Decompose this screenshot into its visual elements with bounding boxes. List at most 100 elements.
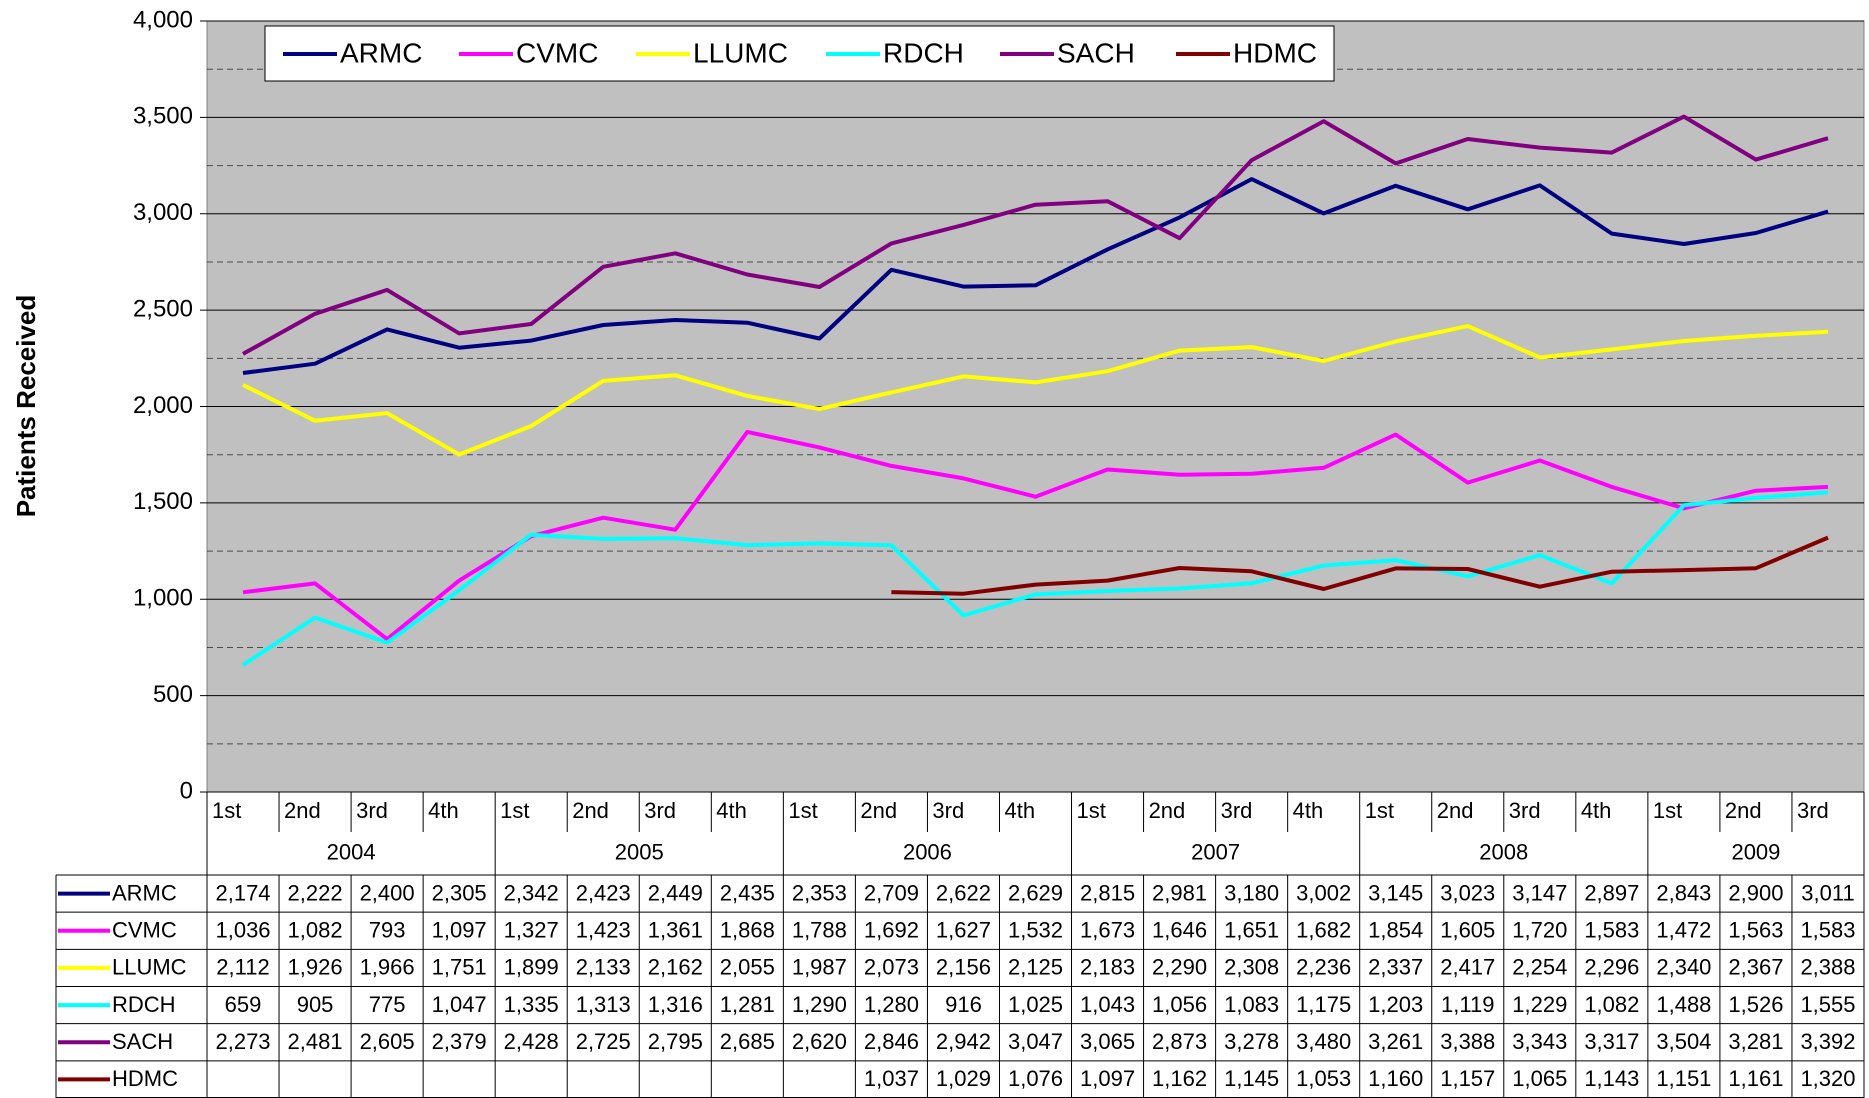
table-value: 2,133: [576, 955, 631, 980]
table-value: 2,449: [648, 880, 703, 905]
table-value: 2,709: [864, 880, 919, 905]
table-value: 1,097: [432, 918, 487, 943]
table-value: 2,254: [1512, 955, 1567, 980]
x-tick-label: 2nd: [284, 798, 321, 823]
y-tick-label: 4,000: [133, 6, 193, 33]
table-value: 3,504: [1656, 1029, 1711, 1054]
table-value: 2,873: [1152, 1029, 1207, 1054]
table-value: 1,036: [215, 918, 270, 943]
table-value: 1,082: [288, 918, 343, 943]
table-value: 3,281: [1728, 1029, 1783, 1054]
table-value: 1,472: [1656, 918, 1711, 943]
table-value: 3,392: [1800, 1029, 1855, 1054]
table-value: 1,526: [1728, 992, 1783, 1017]
x-group-label: 2006: [903, 839, 952, 864]
x-tick-label: 3rd: [356, 798, 388, 823]
table-value: 3,023: [1440, 880, 1495, 905]
x-tick-label: 4th: [1293, 798, 1324, 823]
table-value: 2,388: [1800, 955, 1855, 980]
x-tick-label: 2nd: [1437, 798, 1474, 823]
table-value: 3,147: [1512, 880, 1567, 905]
table-value: 1,651: [1224, 918, 1279, 943]
table-value: 2,620: [792, 1029, 847, 1054]
table-value: 3,145: [1368, 880, 1423, 905]
table-value: 3,180: [1224, 880, 1279, 905]
table-value: 3,047: [1008, 1029, 1063, 1054]
table-value: 659: [225, 992, 262, 1017]
series-line: [242, 114, 1829, 356]
x-tick-label: 3rd: [1221, 798, 1253, 823]
legend-label: SACH: [1057, 37, 1135, 68]
table-value: 1,083: [1224, 992, 1279, 1017]
series-line: [891, 535, 1829, 596]
table-value: 2,379: [432, 1029, 487, 1054]
table-value: 3,317: [1584, 1029, 1639, 1054]
table-value: 3,065: [1080, 1029, 1135, 1054]
x-tick-label: 2nd: [1149, 798, 1186, 823]
table-value: 3,002: [1296, 880, 1351, 905]
table-value: 3,011: [1801, 880, 1854, 905]
x-tick-label: 2nd: [1725, 798, 1762, 823]
table-value: 1,029: [936, 1066, 991, 1091]
table-value: 793: [369, 918, 406, 943]
x-tick-label: 1st: [1077, 798, 1106, 823]
x-group-label: 2007: [1191, 839, 1240, 864]
table-value: 1,047: [432, 992, 487, 1017]
table-value: 3,343: [1512, 1029, 1567, 1054]
y-tick-label: 1,000: [133, 585, 193, 612]
table-value: 1,160: [1368, 1066, 1423, 1091]
y-tick-label: 1,500: [133, 488, 193, 515]
table-value: 1,868: [720, 918, 775, 943]
table-value: 2,353: [792, 880, 847, 905]
table-value: 1,423: [576, 918, 631, 943]
table-value: 1,488: [1656, 992, 1711, 1017]
table-value: 2,183: [1080, 955, 1135, 980]
x-tick-label: 1st: [1365, 798, 1394, 823]
table-value: 1,143: [1584, 1066, 1639, 1091]
table-value: 1,313: [576, 992, 631, 1017]
legend-label: CVMC: [516, 37, 598, 68]
table-value: 1,751: [432, 955, 487, 980]
table-value: 1,065: [1512, 1066, 1567, 1091]
table-value: 1,327: [504, 918, 559, 943]
table-value: 1,082: [1584, 992, 1639, 1017]
table-value: 2,846: [864, 1029, 919, 1054]
table-value: 2,337: [1368, 955, 1423, 980]
table-value: 1,555: [1800, 992, 1855, 1017]
table-value: 1,161: [1728, 1066, 1783, 1091]
table-value: 2,273: [215, 1029, 270, 1054]
table-value: 1,335: [504, 992, 559, 1017]
y-axis-label: Patients Received: [11, 295, 41, 518]
table-value: 2,305: [432, 880, 487, 905]
table-value: 2,725: [576, 1029, 631, 1054]
x-tick-label: 1st: [500, 798, 529, 823]
table-value: 2,897: [1584, 880, 1639, 905]
table-value: 2,981: [1152, 880, 1207, 905]
table-value: 1,720: [1512, 918, 1567, 943]
table-value: 2,174: [215, 880, 270, 905]
table-row-label: ARMC: [112, 880, 177, 905]
table-value: 2,428: [504, 1029, 559, 1054]
table-value: 1,692: [864, 918, 919, 943]
x-group-label: 2008: [1479, 839, 1528, 864]
table-value: 2,073: [864, 955, 919, 980]
table-value: 1,097: [1080, 1066, 1135, 1091]
table-value: 2,340: [1656, 955, 1711, 980]
table-value: 1,056: [1152, 992, 1207, 1017]
table-row-label: HDMC: [112, 1066, 178, 1091]
x-tick-label: 3rd: [1797, 798, 1829, 823]
table-value: 3,261: [1368, 1029, 1423, 1054]
table-value: 1,076: [1008, 1066, 1063, 1091]
table-value: 2,622: [936, 880, 991, 905]
table-value: 2,125: [1008, 955, 1063, 980]
table-value: 905: [297, 992, 334, 1017]
x-tick-label: 4th: [716, 798, 747, 823]
x-tick-label: 2nd: [572, 798, 609, 823]
table-row-label: SACH: [112, 1029, 173, 1054]
table-value: 2,367: [1728, 955, 1783, 980]
table-value: 2,162: [648, 955, 703, 980]
table-value: 2,236: [1296, 955, 1351, 980]
x-tick-label: 3rd: [932, 798, 964, 823]
table-value: 1,320: [1800, 1066, 1855, 1091]
